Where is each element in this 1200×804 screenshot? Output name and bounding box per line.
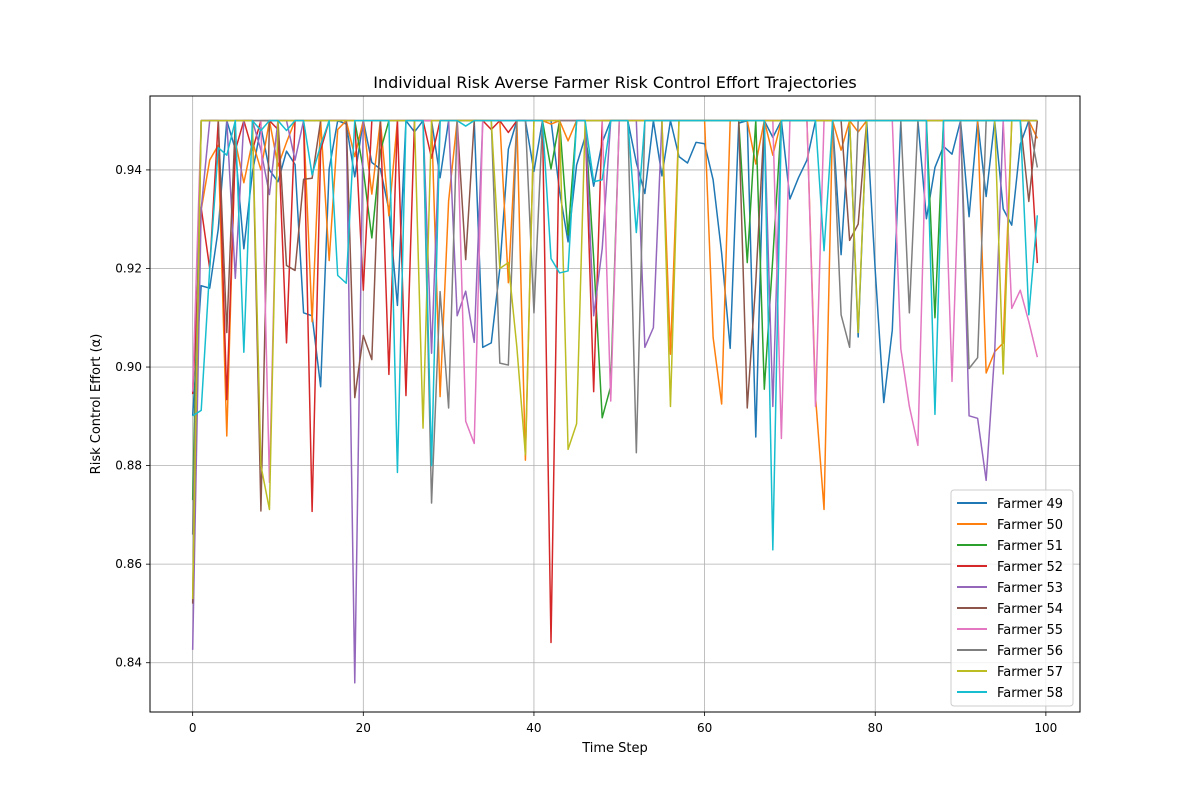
legend-label-farmer-57: Farmer 57	[997, 665, 1063, 680]
legend: Farmer 49 Farmer 50 Farmer 51 Farmer 52 Farm…	[950, 489, 1074, 707]
y-tick-label: 0.94	[115, 163, 142, 177]
legend-label-farmer-49: Farmer 49	[997, 497, 1063, 512]
y-tick-label: 0.90	[115, 360, 142, 374]
legend-label-farmer-54: Farmer 54	[997, 602, 1063, 617]
y-tick-label: 0.86	[115, 557, 142, 571]
legend-label-farmer-51: Farmer 51	[997, 539, 1063, 554]
y-axis-ticks: 0.84 0.86 0.88 0.90 0.92 0.94	[115, 163, 150, 670]
x-tick-label: 20	[356, 721, 371, 735]
x-tick-label: 60	[697, 721, 712, 735]
y-tick-label: 0.88	[115, 459, 142, 473]
legend-label-farmer-56: Farmer 56	[997, 644, 1063, 659]
series-lines	[191, 119, 1039, 684]
y-axis-label: Risk Control Effort (α)	[89, 334, 104, 475]
x-tick-label: 40	[526, 721, 541, 735]
legend-label-farmer-58: Farmer 58	[997, 686, 1063, 701]
x-axis-ticks: 0 20 40 60 80 100	[189, 712, 1057, 735]
legend-label-farmer-53: Farmer 53	[997, 581, 1063, 596]
x-tick-label: 80	[868, 721, 883, 735]
x-axis-label: Time Step	[581, 741, 648, 756]
series-line-farmer-58	[192, 119, 1039, 551]
legend-label-farmer-50: Farmer 50	[997, 518, 1063, 533]
y-tick-label: 0.84	[115, 656, 142, 670]
y-tick-label: 0.92	[115, 261, 142, 275]
legend-label-farmer-55: Farmer 55	[997, 623, 1063, 638]
plot-frame	[149, 95, 1081, 713]
legend-label-farmer-52: Farmer 52	[997, 560, 1063, 575]
x-tick-label: 100	[1034, 721, 1057, 735]
chart-title: Individual Risk Averse Farmer Risk Contr…	[373, 73, 857, 92]
x-tick-label: 0	[189, 721, 197, 735]
